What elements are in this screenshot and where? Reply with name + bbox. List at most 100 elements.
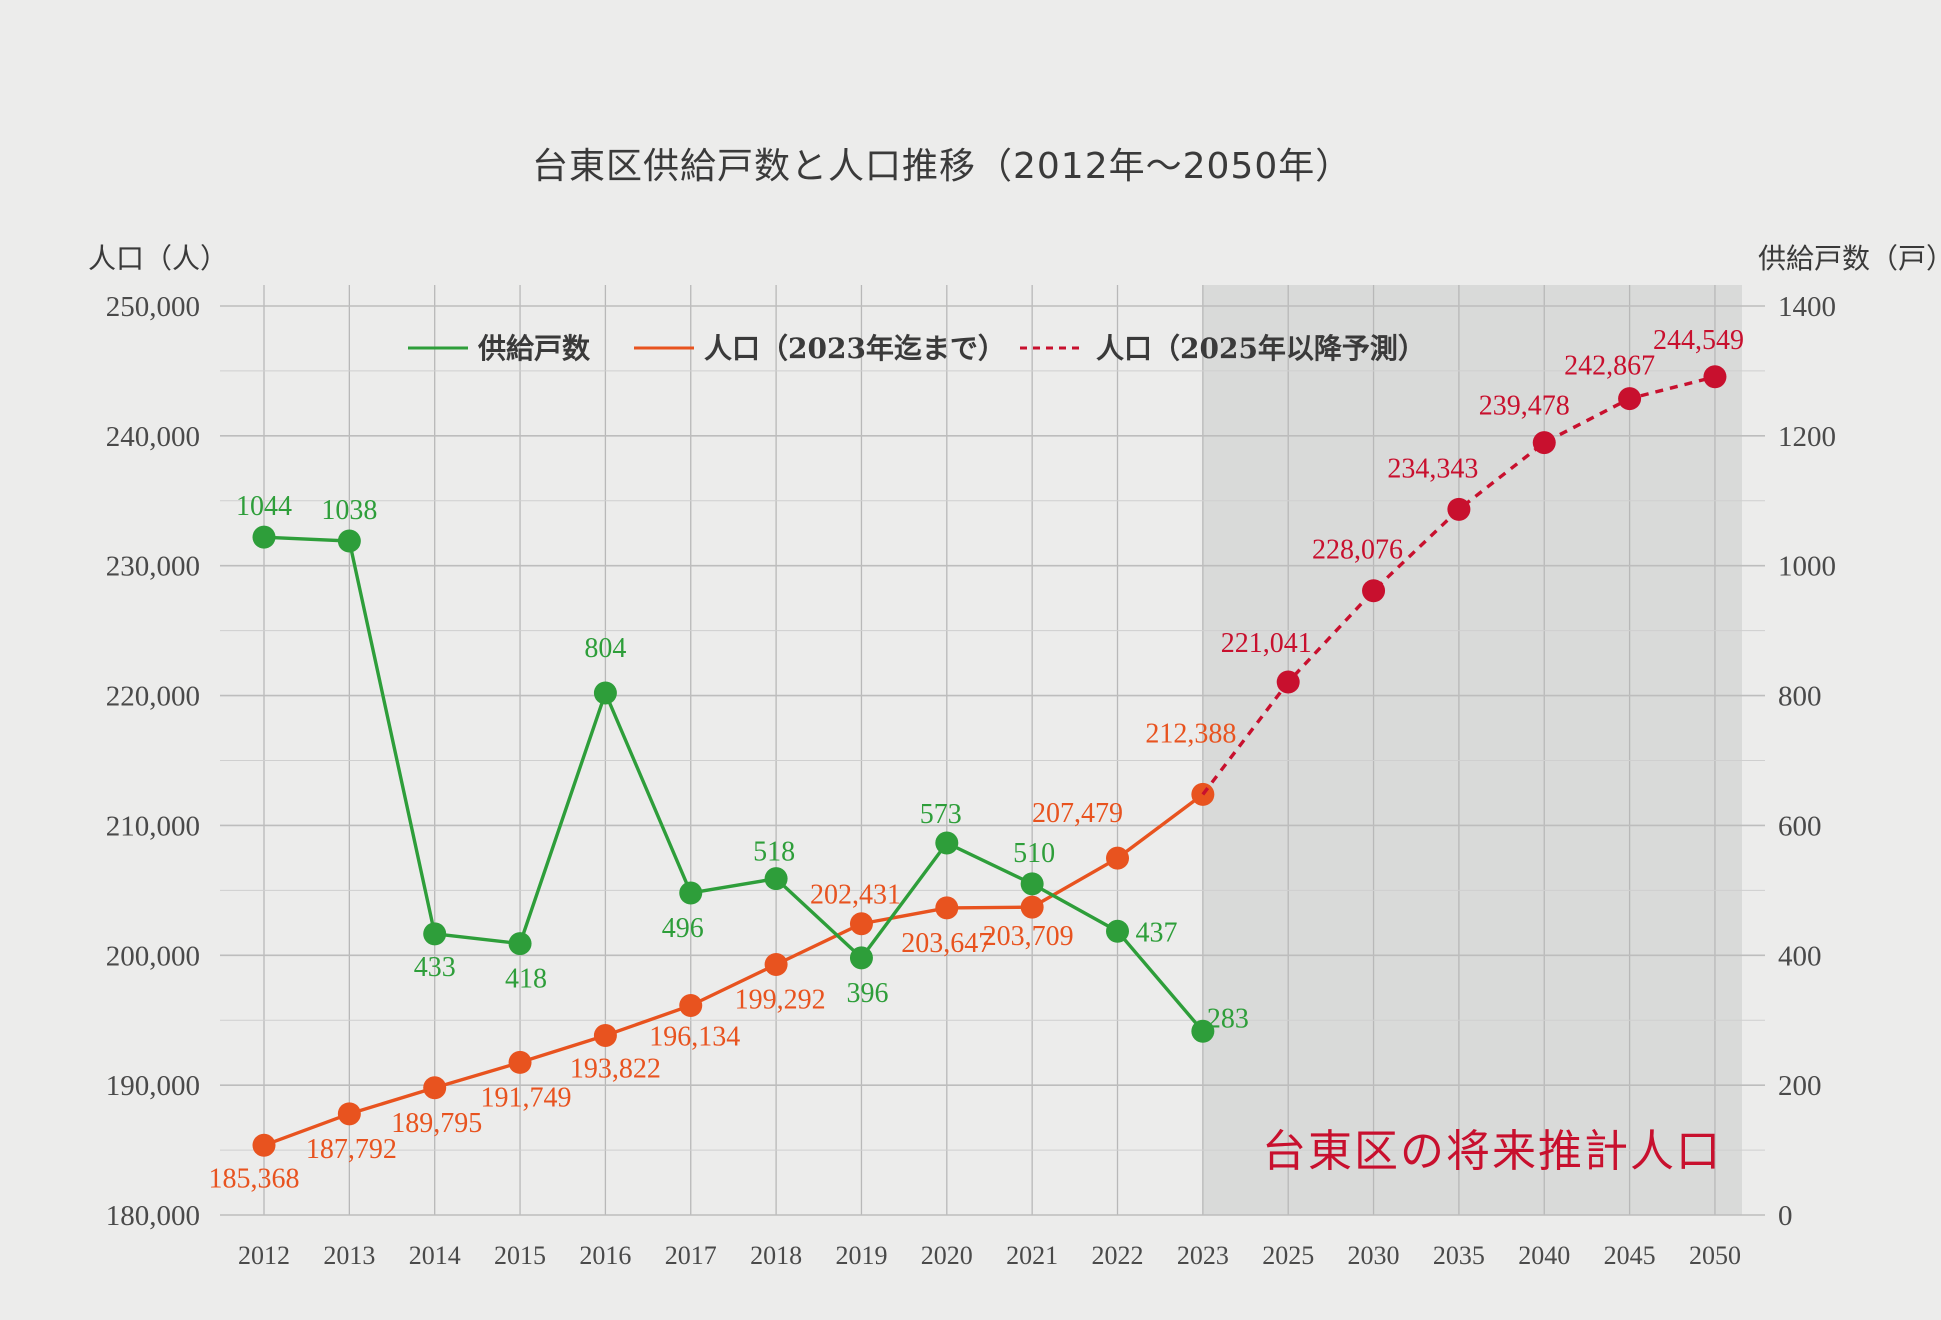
data-label: 573 — [920, 799, 962, 830]
data-label: 221,041 — [1221, 628, 1312, 659]
data-point — [1618, 387, 1642, 411]
data-point — [252, 525, 276, 549]
data-label: 437 — [1136, 917, 1178, 948]
data-point — [764, 867, 788, 891]
forecast-annotation: 台東区の将来推計人口 — [1262, 1126, 1722, 1177]
data-point — [1020, 872, 1044, 896]
data-label: 396 — [846, 978, 888, 1009]
legend: 供給戸数 人口（2023年迄まで） 人口（2025年以降予測） — [408, 332, 1426, 365]
data-point — [1106, 919, 1129, 943]
data-point — [337, 529, 361, 553]
x-tick-label: 2018 — [750, 1241, 802, 1270]
axis-ticks: 180,000 0 190,000 200 200,000 400 210,000 600 22… — [106, 291, 1836, 1270]
data-point — [337, 1102, 361, 1126]
y-right-tick-label: 1400 — [1778, 291, 1836, 323]
grid — [220, 285, 1765, 1216]
y-left-tick-label: 220,000 — [106, 681, 200, 713]
data-point — [593, 1024, 617, 1048]
x-tick-label: 2045 — [1604, 1241, 1656, 1270]
data-point — [679, 993, 703, 1017]
data-label: 1044 — [236, 491, 292, 522]
x-tick-label: 2016 — [579, 1241, 631, 1270]
y-left-tick-label: 190,000 — [106, 1070, 200, 1102]
data-label: 518 — [753, 837, 795, 868]
data-point — [508, 1050, 532, 1074]
data-point — [679, 881, 703, 905]
data-label: 239,478 — [1479, 391, 1570, 422]
y-left-axis-title: 人口（人） — [88, 242, 228, 275]
data-label: 244,549 — [1653, 325, 1744, 356]
x-tick-label: 2023 — [1177, 1241, 1229, 1270]
x-tick-label: 2014 — [409, 1241, 461, 1270]
data-label: 283 — [1207, 1003, 1249, 1034]
y-right-tick-label: 1000 — [1778, 551, 1836, 583]
data-label: 193,822 — [570, 1054, 661, 1085]
data-point — [1276, 670, 1300, 694]
data-point — [1447, 497, 1471, 521]
data-point — [849, 946, 873, 970]
data-label: 510 — [1013, 838, 1055, 869]
x-tick-label: 2013 — [323, 1241, 375, 1270]
data-label: 496 — [662, 913, 704, 944]
data-label: 207,479 — [1032, 798, 1123, 829]
y-right-tick-label: 400 — [1778, 940, 1822, 972]
data-label: 187,792 — [306, 1134, 397, 1165]
y-left-tick-label: 240,000 — [106, 421, 200, 453]
x-tick-label: 2025 — [1262, 1241, 1314, 1270]
x-tick-label: 2015 — [494, 1241, 546, 1270]
x-tick-label: 2019 — [835, 1241, 887, 1270]
data-labels: 1044 1038 433 418 804 496 518 396 573 510 437 283 18… — [209, 325, 1744, 1195]
x-tick-label: 2021 — [1006, 1241, 1058, 1270]
data-point — [593, 681, 617, 705]
x-tick-label: 2022 — [1092, 1241, 1144, 1270]
series-line — [263, 793, 1204, 1147]
data-label: 199,292 — [735, 984, 826, 1015]
data-label: 203,647 — [901, 928, 992, 959]
data-point — [1191, 1019, 1215, 1043]
data-point — [935, 896, 959, 920]
y-right-tick-label: 800 — [1778, 681, 1822, 713]
y-left-tick-label: 210,000 — [106, 810, 200, 842]
data-label: 212,388 — [1145, 718, 1236, 749]
data-label: 202,431 — [810, 880, 901, 911]
y-left-tick-label: 250,000 — [106, 291, 200, 323]
x-tick-label: 2035 — [1433, 1241, 1485, 1270]
data-label: 234,343 — [1387, 453, 1478, 484]
forecast-shaded-region — [1202, 285, 1742, 1215]
y-right-tick-label: 200 — [1778, 1070, 1822, 1102]
y-right-tick-label: 1200 — [1778, 421, 1836, 453]
legend-label-supply: 供給戸数 — [477, 332, 591, 365]
data-label: 196,134 — [649, 1021, 740, 1052]
x-tick-label: 2017 — [665, 1241, 717, 1270]
data-point — [1362, 579, 1386, 603]
data-label: 418 — [505, 964, 547, 995]
series-line — [263, 535, 1205, 1033]
series-layer — [252, 365, 1727, 1157]
data-point — [1532, 431, 1556, 455]
data-point — [1020, 895, 1044, 919]
data-point — [423, 1076, 447, 1100]
data-point — [1703, 365, 1727, 389]
legend-label-population: 人口（2023年迄まで） — [704, 332, 1006, 365]
data-label: 228,076 — [1312, 535, 1403, 566]
data-label: 433 — [414, 952, 456, 983]
data-point — [508, 932, 532, 956]
x-tick-label: 2040 — [1518, 1241, 1570, 1270]
data-point — [423, 922, 447, 946]
x-tick-label: 2012 — [238, 1241, 290, 1270]
data-point — [849, 912, 873, 936]
data-label: 1038 — [321, 495, 377, 526]
x-tick-label: 2050 — [1689, 1241, 1741, 1270]
y-right-tick-label: 0 — [1778, 1200, 1793, 1232]
y-right-tick-label: 600 — [1778, 810, 1822, 842]
legend-label-forecast: 人口（2025年以降予測） — [1096, 332, 1426, 365]
chart-title: 台東区供給戸数と人口推移（2012年～2050年） — [532, 146, 1352, 187]
data-label: 189,795 — [391, 1108, 482, 1139]
data-point — [1106, 846, 1129, 870]
data-label: 203,709 — [983, 921, 1074, 952]
y-left-tick-label: 180,000 — [106, 1200, 200, 1232]
data-label: 242,867 — [1564, 351, 1655, 382]
y-right-axis-title: 供給戸数（戸） — [1758, 242, 1941, 275]
forecast-region-rect — [1202, 285, 1742, 1215]
data-label: 804 — [584, 633, 626, 664]
